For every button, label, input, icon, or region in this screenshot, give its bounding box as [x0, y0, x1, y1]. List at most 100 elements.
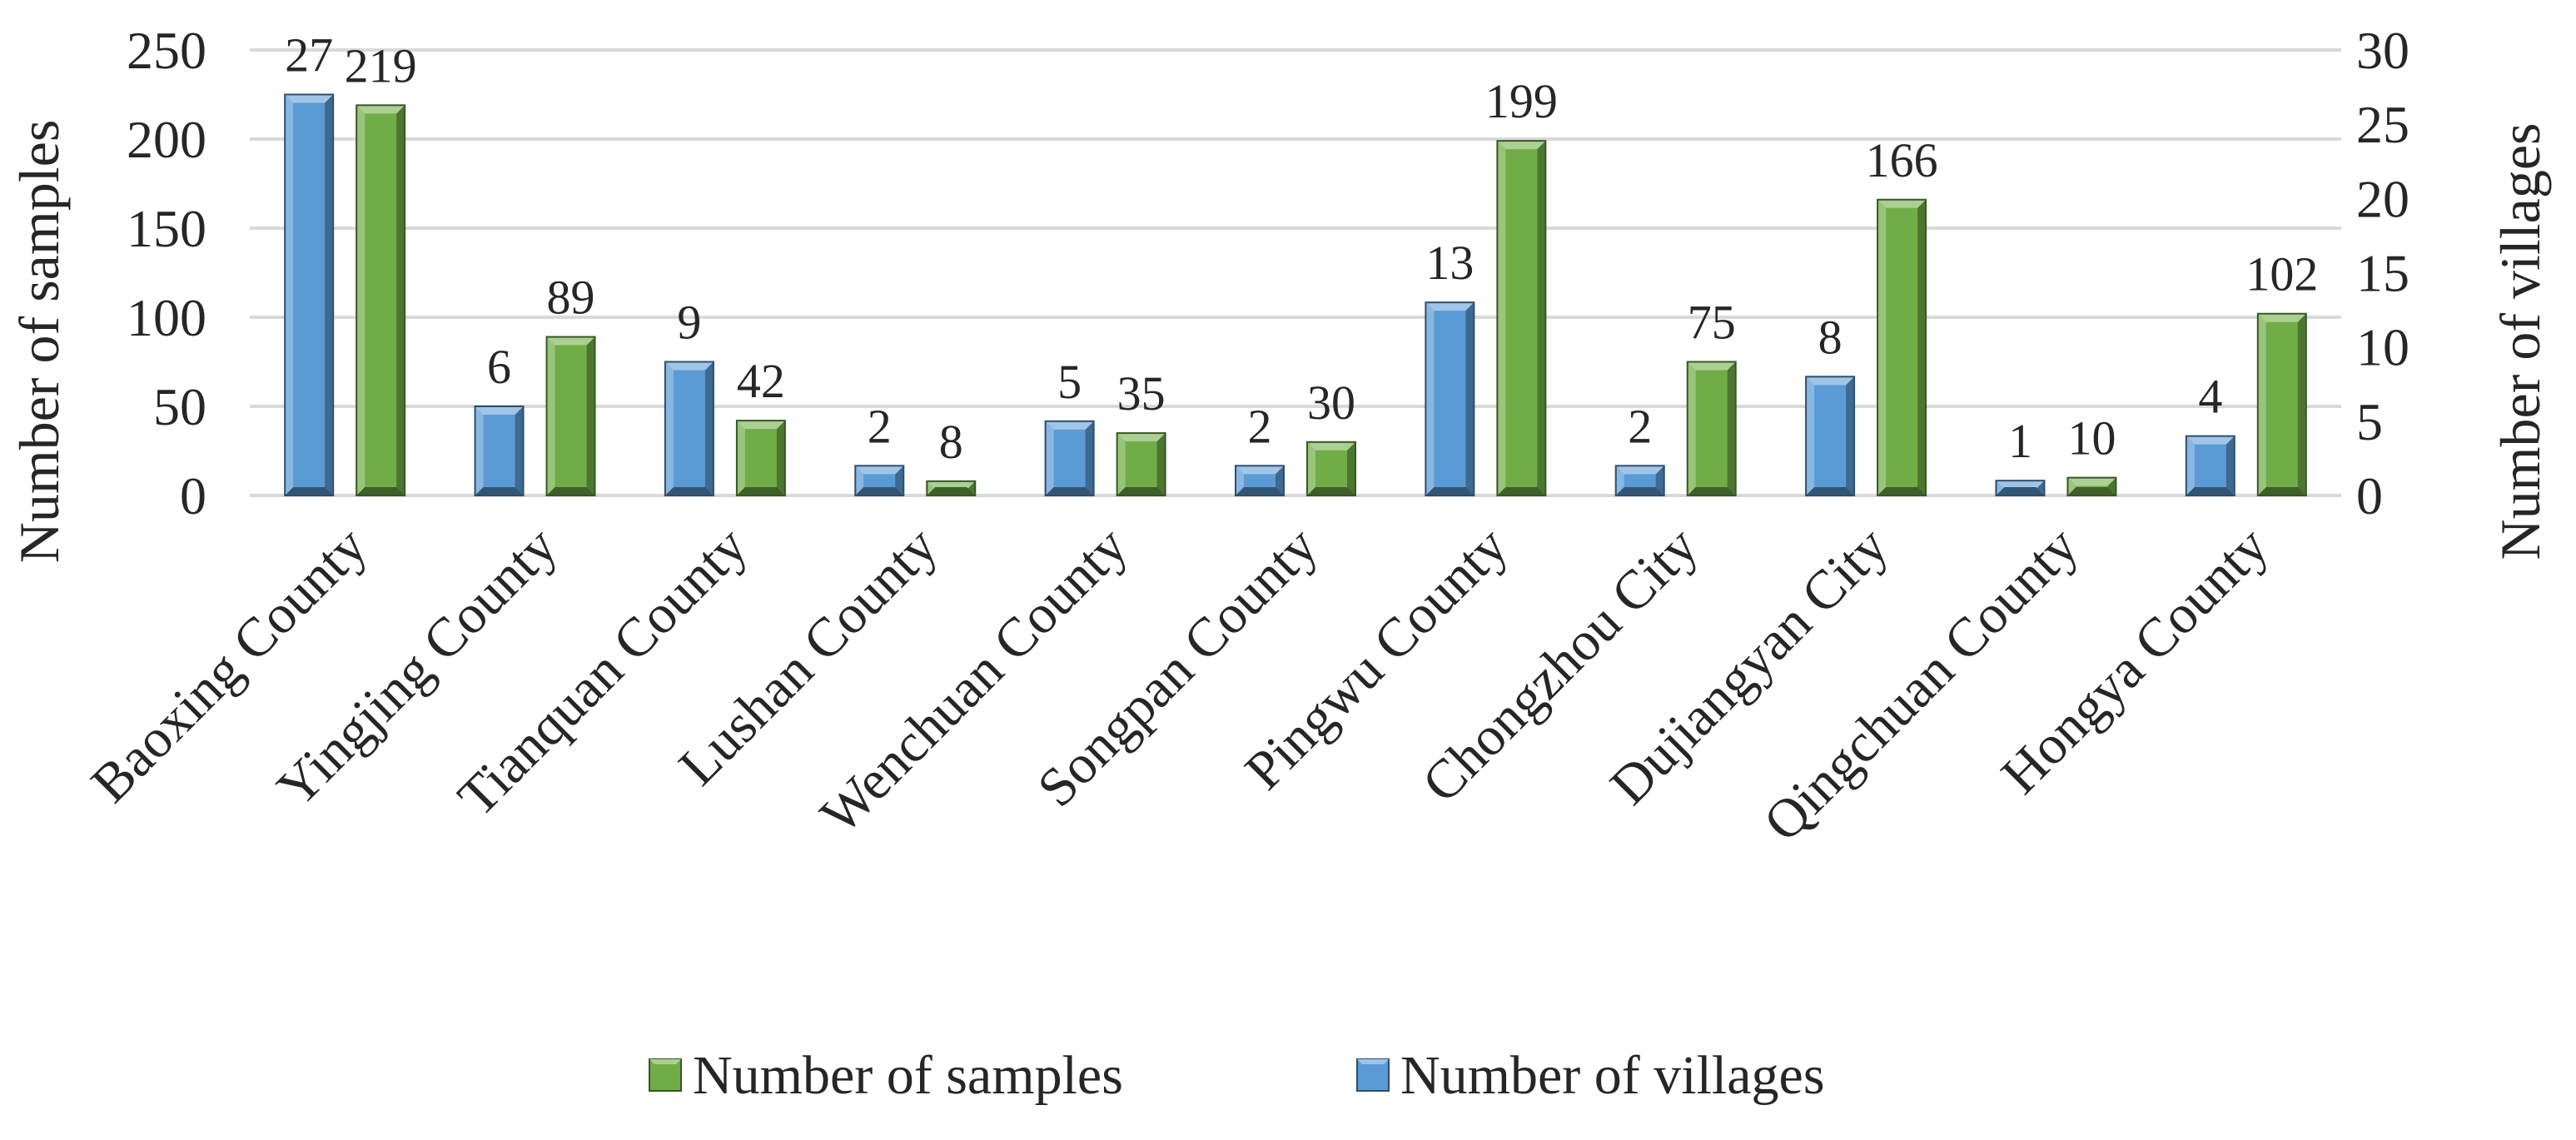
- left-tick-label: 200: [127, 110, 206, 169]
- village-data-label: 2: [1628, 399, 1652, 453]
- village-bar: [1805, 376, 1856, 497]
- village-bar-bevel-right: [1846, 376, 1855, 495]
- village-bar-bevel-bottom: [285, 487, 334, 495]
- village-bar-outline: [1995, 480, 2046, 497]
- sample-data-label: 42: [737, 354, 785, 408]
- village-bar-bevel-top: [1615, 465, 1664, 475]
- sample-bar-bevel-right: [1727, 361, 1736, 495]
- village-bar: [1995, 480, 2046, 497]
- sample-data-label: 219: [345, 38, 417, 92]
- sample-data-label: 75: [1688, 296, 1736, 350]
- village-data-label: 27: [285, 28, 333, 82]
- village-bar-bevel-right: [2225, 436, 2235, 495]
- y2-axis-title: Number of villages: [2489, 123, 2552, 560]
- village-bar-bevel-bottom: [664, 487, 714, 495]
- sample-bar-bevel-top: [1116, 433, 1166, 442]
- village-bar: [474, 406, 525, 496]
- sample-data-label: 102: [2245, 247, 2318, 301]
- bars: [284, 93, 2307, 497]
- sample-bar-bevel-bottom: [1116, 487, 1166, 495]
- sample-bar-bevel-right: [967, 480, 976, 495]
- sample-data-label: 166: [1866, 133, 1938, 187]
- village-bar: [1425, 301, 1475, 496]
- village-bar-outline: [2185, 435, 2235, 497]
- village-bar-bevel-bottom: [1615, 487, 1664, 495]
- sample-bar: [1306, 441, 1356, 496]
- legend-item: Number of villages: [1356, 1045, 1825, 1106]
- sample-bar-bevel-right: [1347, 441, 1355, 495]
- sample-bar: [2256, 312, 2307, 496]
- right-tick-label: 0: [2356, 466, 2383, 525]
- village-bar-bevel-top: [664, 361, 714, 371]
- sample-bar-bevel-left: [927, 480, 936, 495]
- sample-bar-bevel-right: [1537, 141, 1546, 495]
- sample-bar-outline: [356, 104, 406, 496]
- sample-bar-bevel-left: [2067, 477, 2076, 495]
- village-bar-bevel-right: [325, 94, 334, 495]
- village-bar-bevel-right: [1085, 421, 1094, 495]
- village-bar-bevel-right: [2036, 480, 2045, 495]
- sample-bar-outline: [1496, 140, 1547, 496]
- village-bar-outline: [854, 465, 905, 496]
- sample-bar-bevel-top: [2067, 477, 2116, 486]
- village-bar-outline: [664, 361, 714, 496]
- right-y-axis: 0 5 10 15 20 25 30: [2356, 21, 2409, 525]
- left-tick-label: 250: [127, 21, 206, 80]
- sample-bar-bevel-bottom: [736, 487, 785, 495]
- village-data-label: 6: [487, 340, 511, 394]
- village-bar-bevel-bottom: [1425, 487, 1474, 495]
- village-bar-bevel-top: [1045, 421, 1094, 430]
- sample-bar-bevel-left: [1307, 441, 1315, 495]
- sample-bar-bevel-top: [1877, 199, 1927, 208]
- sample-bar: [545, 336, 596, 497]
- village-bar: [1235, 465, 1285, 496]
- left-tick-label: 150: [127, 199, 206, 258]
- sample-bar-bevel-bottom: [1877, 487, 1927, 495]
- sample-bar-outline: [926, 480, 977, 497]
- right-tick-label: 30: [2356, 21, 2409, 80]
- sample-bar-bevel-top: [1497, 141, 1546, 150]
- village-bar-bevel-bottom: [855, 487, 904, 495]
- sample-bar-bevel-right: [2297, 313, 2306, 495]
- village-bar-bevel-right: [895, 465, 904, 495]
- legend: Number of samples Number of villages: [649, 1045, 1825, 1106]
- sample-bar-outline: [1116, 432, 1166, 496]
- village-bar: [284, 93, 335, 496]
- sample-bar-bevel-left: [1116, 433, 1126, 495]
- village-bar-bevel-top: [2186, 436, 2235, 445]
- right-tick-label: 5: [2356, 392, 2383, 451]
- sample-bar: [2066, 476, 2117, 496]
- legend-swatch-bevel: [1357, 1059, 1389, 1064]
- village-bar-bevel-left: [1615, 465, 1624, 495]
- category-label: Qingchuan County: [1753, 515, 2090, 853]
- sample-bar-bevel-left: [2257, 313, 2266, 495]
- sample-bar-outline: [1877, 198, 1927, 496]
- village-bar-bevel-right: [704, 361, 714, 495]
- village-data-label: 4: [2198, 370, 2222, 424]
- sample-bar-bevel-top: [356, 105, 405, 114]
- village-bar-bevel-top: [1236, 465, 1284, 475]
- village-bar-outline: [1044, 420, 1095, 497]
- village-bar-bevel-bottom: [1996, 487, 2045, 495]
- sample-bar-bevel-top: [1307, 441, 1355, 451]
- sample-data-label: 89: [547, 271, 595, 325]
- gridlines: [250, 48, 2341, 497]
- village-bar-bevel-left: [2186, 436, 2195, 495]
- sample-data-label: 10: [2067, 411, 2116, 465]
- village-bar-bevel-right: [1465, 302, 1474, 495]
- village-bar-bevel-right: [515, 406, 524, 495]
- village-bar-bevel-right: [1655, 465, 1664, 495]
- village-bar: [664, 361, 714, 496]
- legend-swatch: [1356, 1058, 1390, 1092]
- sample-data-label: 30: [1307, 376, 1355, 430]
- legend-swatch-bevel: [649, 1059, 681, 1064]
- village-bar-bevel-left: [475, 406, 484, 495]
- legend-swatch: [649, 1058, 682, 1092]
- sample-bar-outline: [545, 336, 596, 497]
- village-bar: [854, 465, 905, 496]
- village-bar-bevel-bottom: [1236, 487, 1284, 495]
- y-axis-title: Number of samples: [7, 120, 71, 564]
